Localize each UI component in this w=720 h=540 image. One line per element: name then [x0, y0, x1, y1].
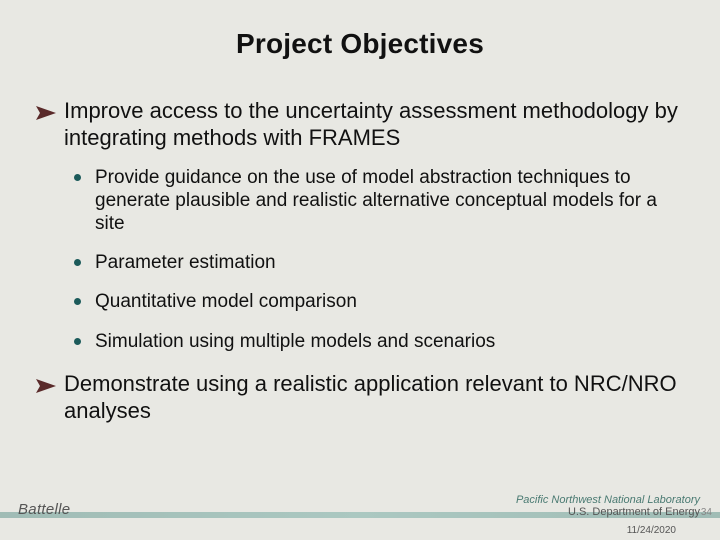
- arrow-icon: [36, 379, 56, 393]
- sub-bullet-item: Simulation using multiple models and sce…: [74, 330, 688, 353]
- dot-icon: [74, 338, 81, 345]
- bullet-item: Improve access to the uncertainty assess…: [36, 98, 688, 152]
- sub-bullet-text: Simulation using multiple models and sce…: [95, 330, 495, 353]
- bullet-text: Improve access to the uncertainty assess…: [64, 98, 688, 152]
- footer-lab-name: Pacific Northwest National Laboratory: [516, 494, 700, 506]
- sub-bullet-text: Parameter estimation: [95, 251, 276, 274]
- sub-bullet-text: Provide guidance on the use of model abs…: [95, 166, 688, 236]
- arrow-icon: [36, 106, 56, 120]
- sub-bullet-item: Quantitative model comparison: [74, 290, 688, 313]
- slide-title: Project Objectives: [0, 28, 720, 60]
- footer-doe-name: U.S. Department of Energy: [516, 506, 700, 518]
- sub-bullet-item: Parameter estimation: [74, 251, 688, 274]
- sub-bullet-list: Provide guidance on the use of model abs…: [74, 166, 688, 353]
- bullet-text: Demonstrate using a realistic applicatio…: [64, 371, 688, 425]
- slide-footer: Battelle Pacific Northwest National Labo…: [0, 484, 720, 540]
- slide: Project Objectives Improve access to the…: [0, 0, 720, 540]
- footer-right-block: Pacific Northwest National Laboratory U.…: [516, 494, 700, 518]
- bullet-item: Demonstrate using a realistic applicatio…: [36, 371, 688, 425]
- page-number: 34: [701, 507, 712, 518]
- footer-date: 11/24/2020: [627, 525, 676, 536]
- dot-icon: [74, 259, 81, 266]
- dot-icon: [74, 298, 81, 305]
- footer-left-logo: Battelle: [18, 501, 70, 518]
- sub-bullet-text: Quantitative model comparison: [95, 290, 357, 313]
- sub-bullet-item: Provide guidance on the use of model abs…: [74, 166, 688, 236]
- slide-content: Improve access to the uncertainty assess…: [36, 98, 688, 434]
- dot-icon: [74, 174, 81, 181]
